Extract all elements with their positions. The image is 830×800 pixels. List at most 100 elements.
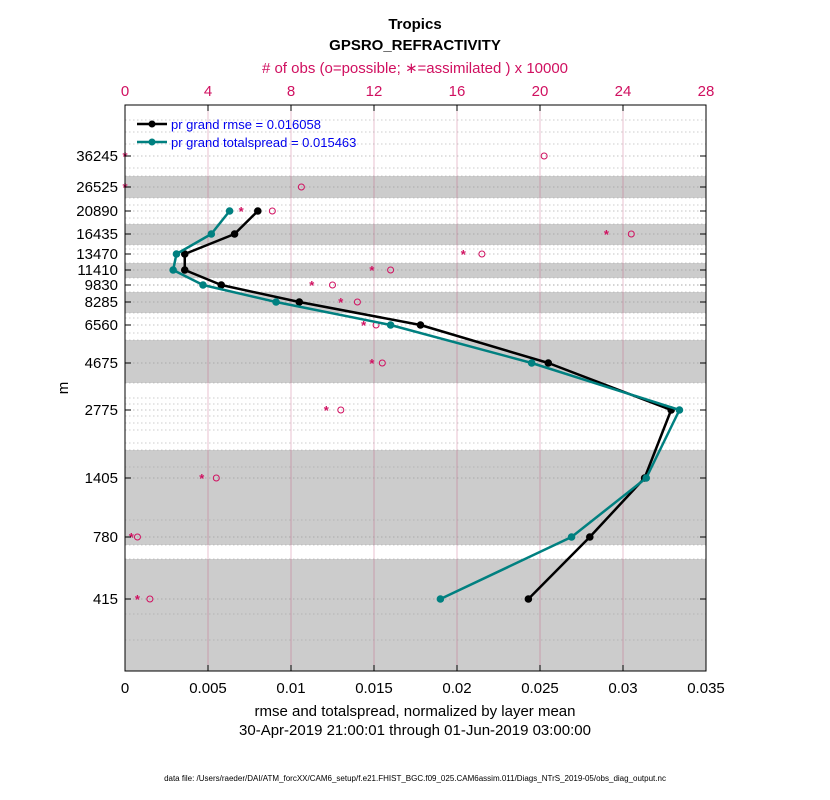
series-point-spread [169,266,177,274]
obs-assimilated-marker: * [129,530,135,545]
obs-assimilated-marker: * [338,295,344,310]
shaded-band [125,292,706,313]
x-tick-label: 0.01 [276,680,305,697]
top-axis-label: # of obs (o=possible; ∗=assimilated ) x … [262,60,568,77]
obs-assimilated-marker: * [369,263,375,278]
obs-possible-marker [297,183,305,191]
top-tick-label: 8 [287,83,295,100]
y-tick-label: 6560 [85,317,118,334]
shaded-band [125,263,706,278]
x-axis-label: rmse and totalspread, normalized by laye… [255,703,576,720]
series-point-spread [199,281,207,289]
obs-assimilated-marker: * [239,204,245,219]
top-tick-label: 0 [121,83,129,100]
top-tick-label: 20 [532,83,549,100]
series-point-spread [567,533,576,541]
legend-rmse-label: pr grand rmse = 0.016058 [171,117,321,132]
y-tick-label: 11410 [77,262,118,279]
series-point-rmse [524,595,533,603]
y-tick-label: 4675 [85,355,118,372]
obs-possible-marker [133,533,141,541]
obs-assimilated-marker: * [135,592,141,607]
x-tick-label: 0 [121,680,129,697]
obs-assimilated-marker: * [461,247,467,262]
series-point-rmse [180,250,189,258]
legend-spread-label: pr grand totalspread = 0.015463 [171,135,356,150]
legend-spread-marker [148,138,156,146]
y-tick-label: 8285 [85,294,118,311]
obs-possible-marker [329,281,336,289]
top-tick-label: 12 [366,83,383,100]
series-point-spread [272,298,280,306]
obs-assimilated-marker: * [369,356,375,371]
obs-possible-marker [378,359,386,367]
x-tick-label: 0.035 [687,680,725,697]
series-point-spread [225,207,234,215]
y-tick-label: 36245 [76,148,118,165]
legend: pr grand rmse = 0.016058 pr grand totals… [137,117,356,150]
x-tick-label: 0.03 [608,680,637,697]
date-range-label: 30-Apr-2019 21:00:01 through 01-Jun-2019… [239,722,591,739]
chart-subtitle: GPSRO_REFRACTIVITY [329,37,501,54]
obs-possible-marker [353,298,361,306]
shaded-bands [125,176,706,671]
obs-assimilated-marker: * [309,278,315,293]
series-point-rmse [230,230,239,238]
series-point-rmse [586,533,594,541]
shaded-band [125,559,706,671]
obs-possible-marker [627,230,635,238]
gridlines [124,105,707,671]
series-point-spread [436,595,445,603]
y-tick-label: 16435 [76,226,118,243]
y-tick-label: 9830 [85,277,118,294]
top-axis-ticks: 0 4 8 12 16 20 24 28 [121,83,714,111]
data-series [169,207,684,603]
shaded-band [125,340,706,383]
x-tick-label: 0.005 [189,680,227,697]
series-point-spread [386,321,395,329]
x-tick-label: 0.02 [442,680,471,697]
series-line-spread [171,210,681,601]
obs-possible-marker [387,266,395,274]
y-tick-label: 20890 [76,203,118,220]
obs-possible-marker [268,207,276,215]
legend-rmse-marker [148,120,156,128]
series-point-rmse [217,281,226,289]
y-tick-label: 780 [93,529,118,546]
obs-assimilated-marker: * [199,471,205,486]
y-axis-label: m [55,382,72,395]
y-tick-label: 26525 [76,179,118,196]
top-tick-label: 4 [204,83,212,100]
series-point-spread [207,230,216,238]
shaded-band [125,450,706,545]
y-tick-label: 415 [93,591,118,608]
y-tick-label: 2775 [85,402,118,419]
series-point-rmse [544,359,553,367]
y-tick-label: 13470 [76,246,118,263]
shaded-band [125,224,706,245]
series-point-spread [172,250,181,258]
top-tick-label: 24 [615,83,632,100]
x-tick-label: 0.015 [355,680,393,697]
obs-possible-marker [478,250,486,258]
obs-possible-marker [146,595,154,603]
obs-possible-marker [337,406,345,414]
series-point-spread [675,406,684,414]
chart-title: Tropics [388,16,441,33]
series-point-spread [642,474,651,482]
obs-possible-marker [540,152,548,160]
shaded-band [125,176,706,198]
series-point-rmse [180,266,189,274]
plot-frame [124,104,707,672]
series-point-rmse [295,298,304,306]
series-point-rmse [416,321,425,329]
top-tick-label: 16 [449,83,466,100]
obs-assimilated-marker: * [361,318,367,333]
obs-assimilated-marker: * [604,227,610,242]
obs-assimilated-marker: * [324,403,330,418]
series-point-spread [527,359,536,367]
x-tick-label: 0.025 [521,680,559,697]
series-point-rmse [253,207,262,215]
